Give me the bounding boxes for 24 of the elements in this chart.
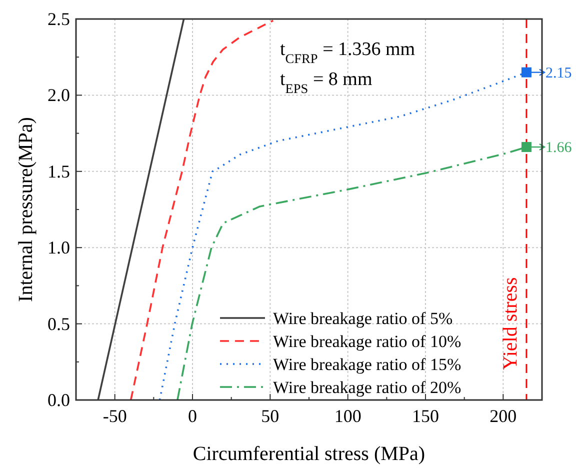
x-tick-label: 150 [412, 406, 439, 426]
data-label: 2.15 [545, 65, 572, 82]
y-tick-label: 1.5 [48, 161, 70, 182]
x-tick-label: 200 [490, 406, 517, 426]
x-tick-label: 50 [261, 406, 280, 426]
legend-label: Wire breakage ratio of 15% [273, 355, 462, 374]
annotation: t$_{EPS}$ = 8 mm [280, 69, 372, 96]
legend-label: Wire breakage ratio of 5% [273, 309, 453, 328]
x-tick-label: -50 [102, 406, 127, 426]
y-tick-label: 0.0 [48, 390, 70, 410]
y-tick-label: 2.5 [48, 9, 70, 29]
legend-label: Wire breakage ratio of 20% [273, 378, 462, 397]
y-tick-label: 2.0 [48, 85, 70, 106]
x-axis-title: Circumferential stress (MPa) [192, 443, 426, 465]
y-axis-title: Internal pressure(MPa) [15, 117, 37, 302]
y-tick-label: 1.0 [48, 238, 70, 258]
x-tick-label: 100 [334, 406, 362, 426]
annotation: t$_{CFRP}$ = 1.336 mm [280, 39, 416, 66]
x-tick-label: 0 [188, 406, 197, 426]
data-label: 1.66 [545, 140, 572, 156]
legend-label: Wire breakage ratio of 10% [273, 332, 462, 351]
line-series [130, 20, 274, 401]
ref-line-label: Yield stress [499, 277, 522, 370]
y-tick-label: 0.5 [48, 314, 70, 334]
